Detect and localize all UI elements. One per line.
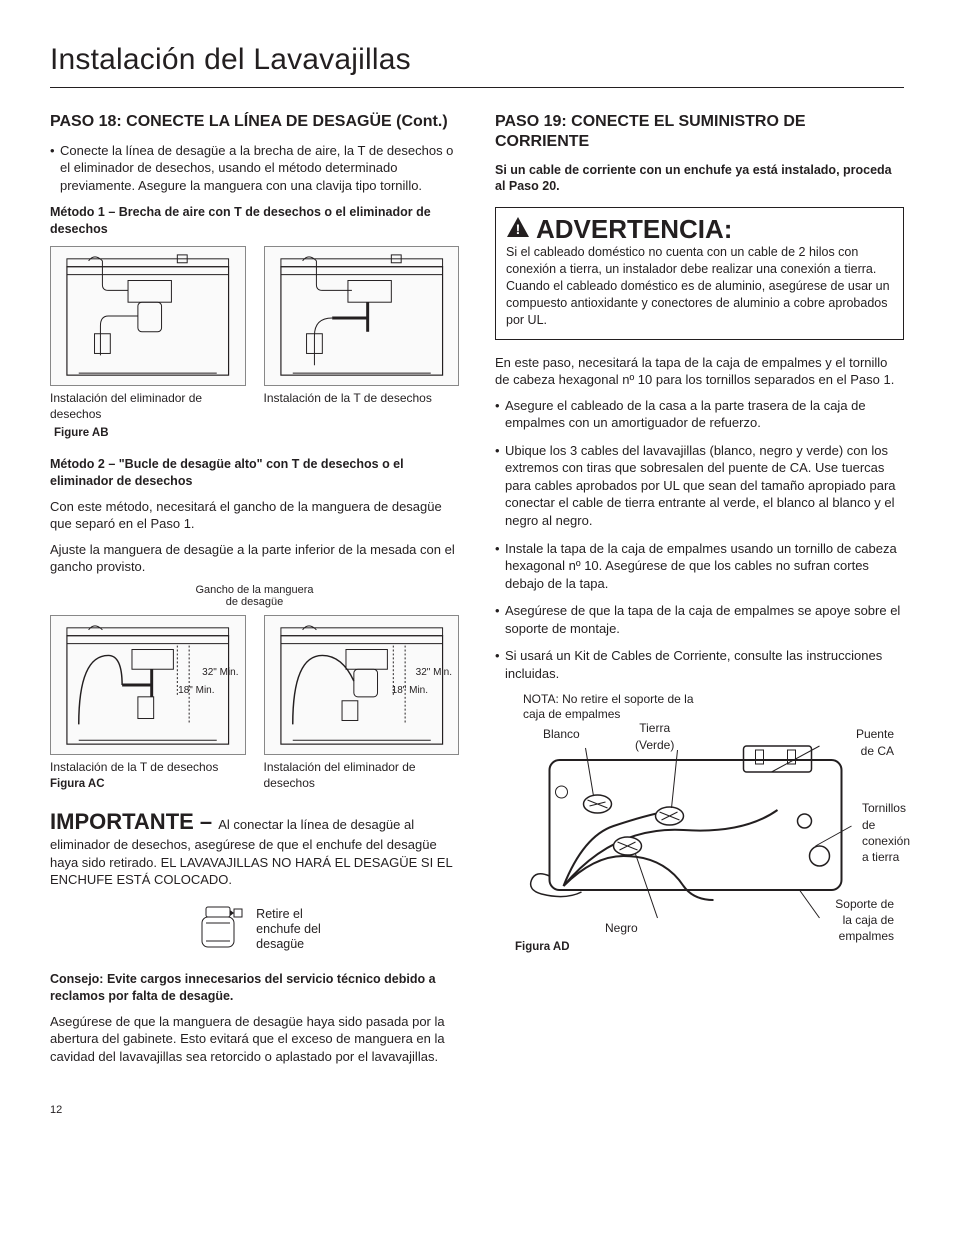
importante-lead: IMPORTANTE – (50, 809, 218, 834)
right-column: PASO 19: CONECTE EL SUMINISTRO DE CORRIE… (495, 112, 904, 1074)
page-number: 12 (50, 1103, 904, 1118)
remove-plug-label: Retire el enchufe del desagüe (256, 907, 321, 952)
dim-18-b: 18" Min. (392, 686, 428, 696)
warning-title: ! ADVERTENCIA: (506, 216, 893, 242)
remove-plug-figure: Retire el enchufe del desagüe (50, 901, 459, 957)
label-soporte: Soporte de la caja de empalmes (835, 896, 894, 945)
figure-ac-right: 32" Min. 18" Min. Instalación del elimin… (264, 615, 460, 793)
left-column: PASO 18: CONECTE LA LÍNEA DE DESAGÜE (Co… (50, 112, 459, 1074)
two-column-layout: PASO 18: CONECTE LA LÍNEA DE DESAGÜE (Co… (50, 112, 904, 1074)
step19-bullet-list: •Asegure el cableado de la casa a la par… (495, 397, 904, 683)
step19-bullet-1-text: Ubique los 3 cables del lavavajillas (bl… (505, 442, 904, 530)
figure-ab-id: Figure AB (54, 426, 459, 442)
method2-para2: Ajuste la manguera de desagüe a la parte… (50, 541, 459, 576)
label-tornillos: Tornillos de conexión a tierra (862, 800, 910, 865)
warning-title-text: ADVERTENCIA: (536, 216, 732, 242)
label-puente: Puente de CA (856, 726, 894, 758)
page-title: Instalación del Lavavajillas (50, 40, 904, 88)
step19-heading: PASO 19: CONECTE EL SUMINISTRO DE CORRIE… (495, 112, 904, 152)
step19-bullet-3: •Asegúrese de que la tapa de la caja de … (495, 602, 904, 637)
hook-label: Gancho de la manguera de desagüe (50, 584, 459, 609)
figure-ac-right-caption: Instalación del eliminador de desechos (264, 759, 460, 791)
wiring-diagram: Blanco Tierra (Verde) Puente de CA Torni… (495, 726, 904, 936)
disposal-plug-icon (188, 901, 248, 957)
figure-ab-right: Instalación de la T de desechos (264, 246, 460, 422)
high-loop-disposal-diagram-icon (265, 616, 459, 754)
high-loop-tee-diagram-icon (51, 616, 245, 754)
importante-paragraph: IMPORTANTE – Al conectar la línea de des… (50, 807, 459, 889)
step19-intro: En este paso, necesitará la tapa de la c… (495, 354, 904, 389)
wiring-diagram-wrap: Blanco Tierra (Verde) Puente de CA Torni… (495, 726, 904, 956)
step19-bullet-4: •Si usará un Kit de Cables de Corriente,… (495, 647, 904, 682)
step19-bullet-2-text: Instale la tapa de la caja de empalmes u… (505, 540, 904, 593)
step19-bullet-1: •Ubique los 3 cables del lavavajillas (b… (495, 442, 904, 530)
figure-ab-right-img (264, 246, 460, 386)
warning-box: ! ADVERTENCIA: Si el cableado doméstico … (495, 207, 904, 339)
figure-ac-id: Figura AC (50, 777, 246, 793)
figure-ab-right-caption: Instalación de la T de desechos (264, 390, 460, 406)
figure-ac-left: 32" Min. 18" Min. Instalación de la T de… (50, 615, 246, 793)
method1-label: Método 1 – Brecha de aire con T de desec… (50, 204, 459, 238)
step18-bullet-text: Conecte la línea de desagüe a la brecha … (60, 142, 459, 195)
dim-32-b: 32" Min. (416, 668, 452, 678)
figure-ac-left-caption: Instalación de la T de desechos (50, 759, 246, 775)
figure-ac-left-img: 32" Min. 18" Min. (50, 615, 246, 755)
step19-bullet-3-text: Asegúrese de que la tapa de la caja de e… (505, 602, 904, 637)
dim-18: 18" Min. (178, 686, 214, 696)
method2-label: Método 2 – "Bucle de desagüe alto" con T… (50, 456, 459, 490)
step19-bullet-2: •Instale la tapa de la caja de empalmes … (495, 540, 904, 593)
figure-ab-left-caption: Instalación del eliminador de desechos (50, 390, 246, 422)
figure-ab-left: Instalación del eliminador de desechos (50, 246, 246, 422)
dim-32: 32" Min. (202, 668, 238, 678)
method2-para1: Con este método, necesitará el gancho de… (50, 498, 459, 533)
step19-bullet-0: •Asegure el cableado de la casa a la par… (495, 397, 904, 432)
figure-ac-row: 32" Min. 18" Min. Instalación de la T de… (50, 615, 459, 793)
step18-heading: PASO 18: CONECTE LA LÍNEA DE DESAGÜE (Co… (50, 112, 459, 132)
svg-text:!: ! (516, 221, 521, 237)
tip-body: Asegúrese de que la manguera de desagüe … (50, 1013, 459, 1066)
warning-body: Si el cableado doméstico no cuenta con u… (506, 244, 893, 328)
step19-subheading: Si un cable de corriente con un enchufe … (495, 162, 904, 196)
label-tierra: Tierra (Verde) (635, 720, 674, 752)
step19-bullet-4-text: Si usará un Kit de Cables de Corriente, … (505, 647, 904, 682)
bullet-dot: • (50, 142, 60, 195)
sink-disposal-diagram-icon (51, 247, 245, 385)
figure-ad-id: Figura AD (515, 940, 570, 956)
figure-ab-left-img (50, 246, 246, 386)
figure-ab-row: Instalación del eliminador de desechos (50, 246, 459, 422)
label-blanco: Blanco (543, 726, 580, 742)
tip-bold: Consejo: Evite cargos innecesarios del s… (50, 971, 459, 1005)
junction-box-note: NOTA: No retire el soporte de la caja de… (523, 692, 703, 722)
figure-ac-right-img: 32" Min. 18" Min. (264, 615, 460, 755)
step19-bullet-0-text: Asegure el cableado de la casa a la part… (505, 397, 904, 432)
step18-bullet: • Conecte la línea de desagüe a la brech… (50, 142, 459, 195)
warning-triangle-icon: ! (506, 216, 530, 242)
label-negro: Negro (605, 920, 638, 936)
sink-waste-tee-diagram-icon (265, 247, 459, 385)
importante-block: IMPORTANTE – Al conectar la línea de des… (50, 807, 459, 889)
